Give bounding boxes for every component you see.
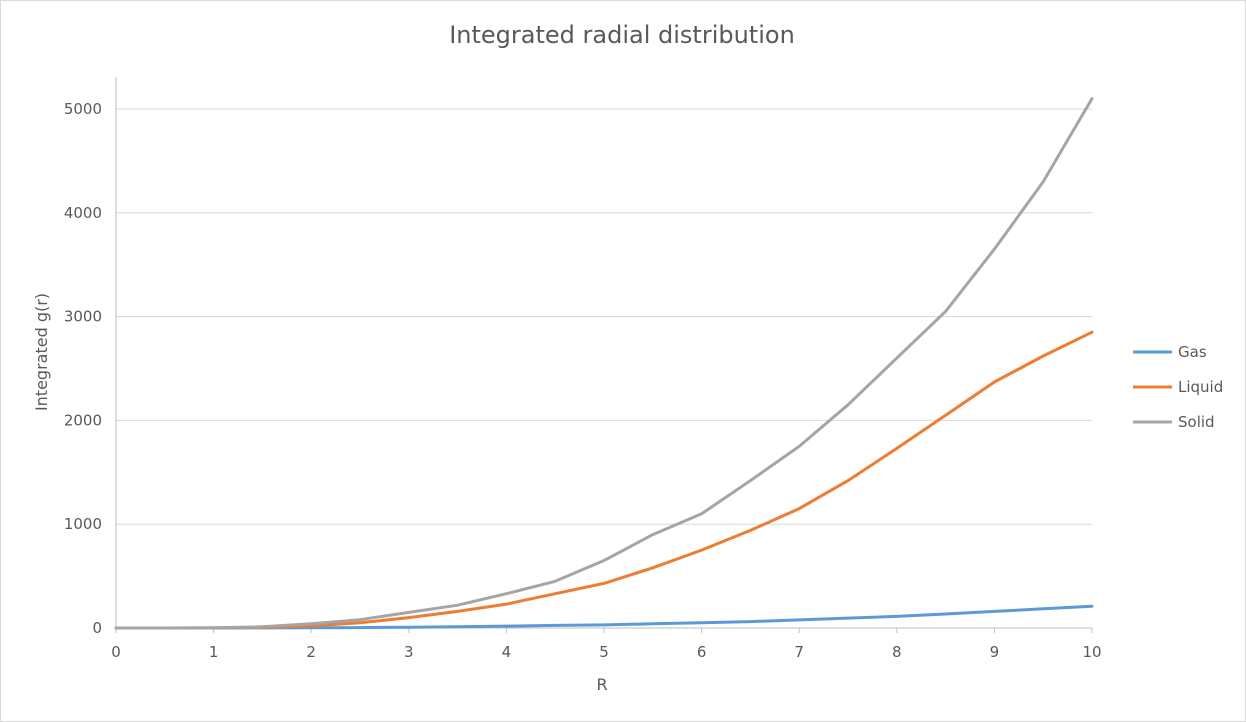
- y-tick-label: 4000: [64, 204, 102, 222]
- legend: Gas Liquid Solid: [1133, 343, 1223, 431]
- x-tick-label: 5: [599, 643, 609, 661]
- x-tick-label: 4: [502, 643, 512, 661]
- x-tick-label: 3: [404, 643, 414, 661]
- series-lines: [114, 97, 1094, 630]
- y-axis-label: Integrated g(r): [32, 293, 51, 411]
- x-tick-label: 1: [209, 643, 219, 661]
- x-tick-label: 0: [111, 643, 121, 661]
- y-tick-label: 0: [92, 619, 102, 637]
- y-tick-label: 2000: [64, 411, 102, 429]
- chart-title: Integrated radial distribution: [449, 21, 795, 49]
- x-tick-label: 8: [892, 643, 902, 661]
- x-axis-label: R: [596, 675, 607, 694]
- legend-label-solid: Solid: [1178, 413, 1215, 431]
- x-tick-label: 10: [1082, 643, 1101, 661]
- y-tick-label: 3000: [64, 308, 102, 326]
- legend-label-liquid: Liquid: [1178, 378, 1223, 396]
- x-tick-label: 6: [697, 643, 707, 661]
- gridlines: [116, 108, 1092, 525]
- legend-label-gas: Gas: [1178, 343, 1207, 361]
- x-tick-label: 2: [306, 643, 316, 661]
- x-tick-label: 7: [794, 643, 804, 661]
- y-tick-label: 5000: [64, 100, 102, 118]
- axes: 0 1000 2000 3000 4000 5000 0 1 2 3 4 5 6 7 8 9 10: [64, 77, 1102, 661]
- x-tick-label: 9: [990, 643, 1000, 661]
- y-tick-label: 1000: [64, 515, 102, 533]
- series-line-solid: [114, 97, 1094, 630]
